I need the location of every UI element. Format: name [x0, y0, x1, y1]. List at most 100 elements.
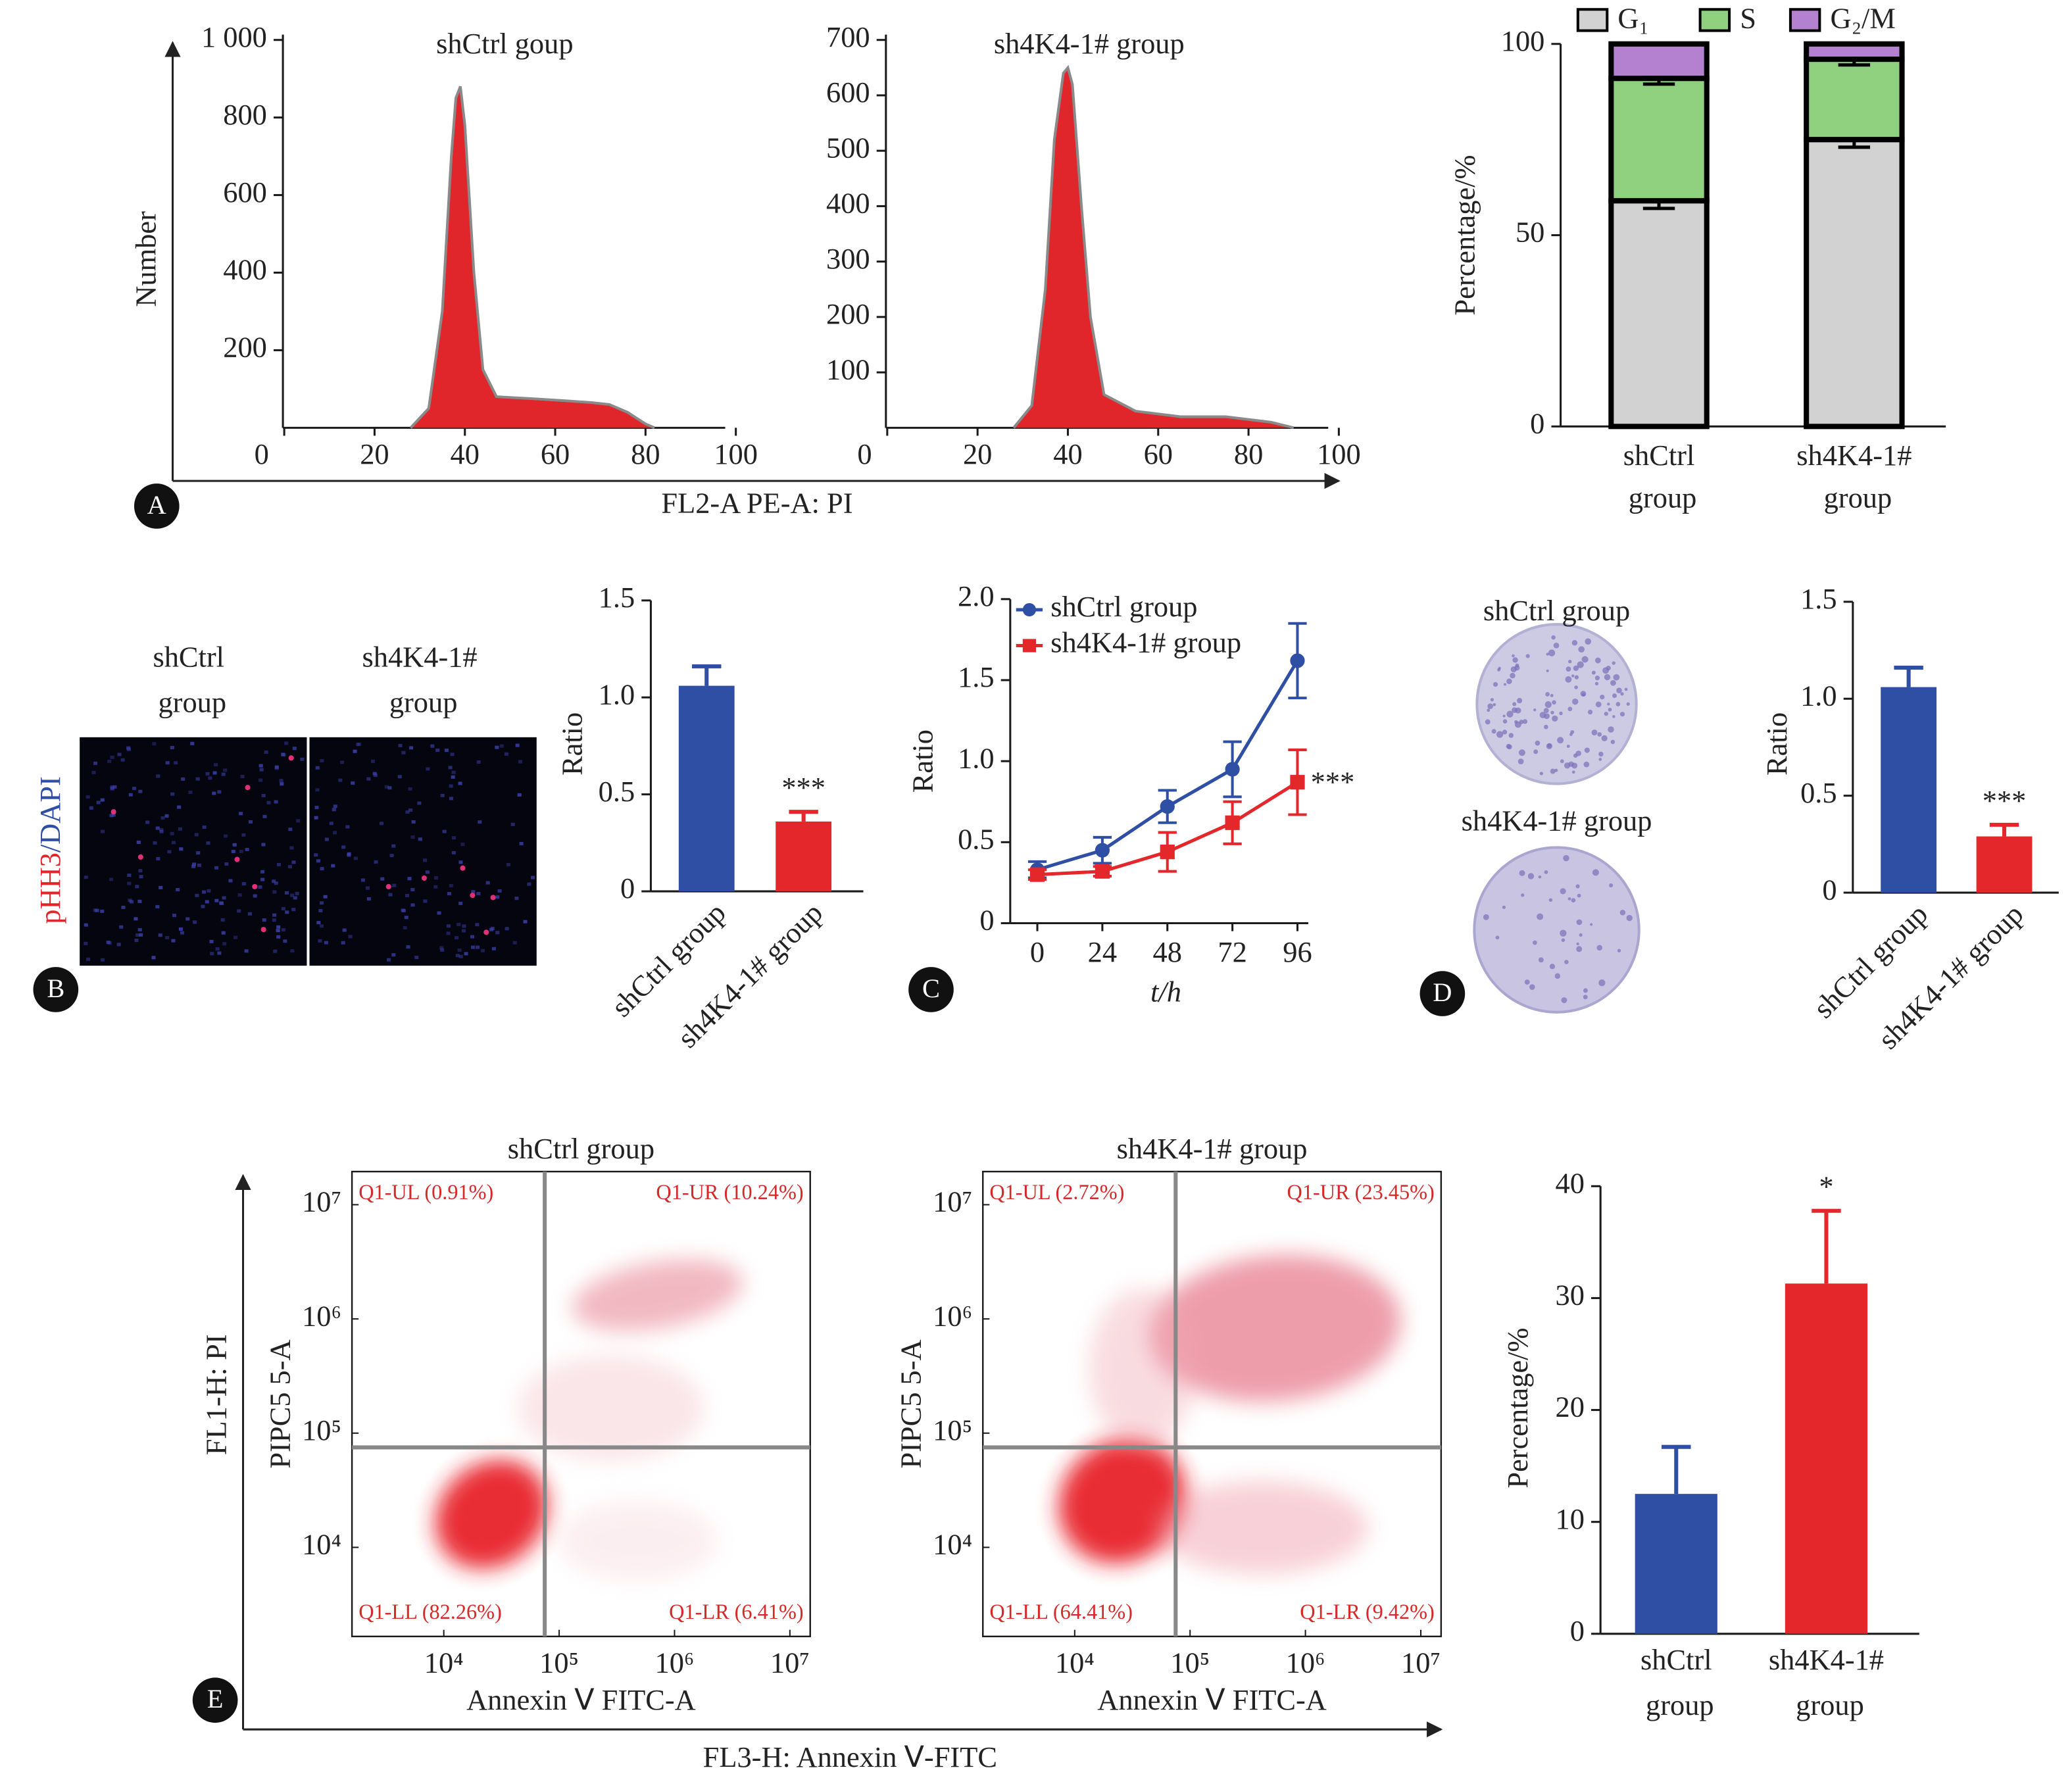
- point: [1290, 653, 1305, 668]
- colony: [1537, 913, 1544, 920]
- error-bar: [692, 664, 722, 686]
- colony: [1619, 910, 1626, 916]
- nucleus: [314, 806, 319, 810]
- colony: [1609, 883, 1614, 888]
- nucleus: [290, 949, 295, 953]
- colony: [1510, 672, 1516, 679]
- nucleus: [408, 787, 412, 791]
- colony: [1576, 919, 1583, 925]
- nucleus: [86, 957, 91, 961]
- colony: [1557, 737, 1564, 744]
- nucleus: [315, 766, 320, 770]
- nucleus: [109, 814, 114, 818]
- nucleus: [288, 827, 293, 831]
- nucleus: [527, 882, 531, 886]
- colony: [1612, 661, 1616, 665]
- legend-label: G₂/M: [1830, 2, 1895, 35]
- colony: [1521, 893, 1525, 897]
- nucleus: [153, 841, 157, 845]
- nucleus: [259, 778, 263, 782]
- colony: [1560, 929, 1567, 937]
- nucleus: [224, 862, 229, 866]
- nucleus: [179, 847, 184, 851]
- nucleus: [239, 812, 243, 816]
- nucleus: [132, 787, 137, 791]
- nucleus: [360, 878, 365, 882]
- nucleus: [167, 850, 172, 854]
- colony: [1529, 984, 1535, 990]
- colony: [1561, 938, 1566, 943]
- nucleus: [191, 862, 197, 866]
- nucleus: [84, 941, 88, 945]
- image-label: shCtrl group: [1483, 594, 1630, 627]
- y-tick-label: 1.0: [599, 678, 635, 710]
- y-tick-label: 1.5: [1800, 582, 1837, 615]
- chart-title: shCtrl goup: [436, 27, 573, 60]
- x-tick-label: 10⁶: [1286, 1646, 1325, 1679]
- nucleus: [284, 891, 289, 895]
- significance: *: [1819, 1170, 1833, 1203]
- x-tick-label: 72: [1218, 935, 1246, 968]
- bar: [1881, 687, 1937, 893]
- colony: [1563, 854, 1569, 862]
- nucleus: [353, 856, 358, 860]
- nucleus: [100, 909, 105, 913]
- bar: [776, 821, 832, 892]
- y-tick-label: 600: [223, 176, 267, 209]
- point: [1095, 864, 1110, 879]
- colony: [1583, 761, 1590, 768]
- nucleus: [281, 752, 285, 756]
- nucleus: [440, 793, 445, 797]
- nucleus: [116, 943, 121, 947]
- bar: [1635, 1494, 1717, 1634]
- nucleus: [276, 925, 281, 929]
- colony: [1616, 702, 1621, 706]
- colony: [1600, 695, 1605, 700]
- nucleus: [380, 877, 385, 881]
- nucleus: [451, 851, 456, 854]
- nucleus: [324, 941, 328, 945]
- colony: [1571, 698, 1579, 705]
- y-tick-label: 10⁶: [302, 1299, 341, 1332]
- y-tick-label: 0.5: [1800, 776, 1837, 809]
- x-tick-label: 0: [1030, 935, 1045, 968]
- panel-label: D: [1433, 977, 1452, 1007]
- nucleus: [451, 836, 456, 840]
- nucleus: [195, 893, 199, 897]
- nucleus: [470, 935, 475, 939]
- colony: [1544, 701, 1552, 708]
- nucleus: [291, 908, 296, 912]
- quadrant-label: Q1-LL (64.41%): [989, 1600, 1133, 1623]
- colony: [1585, 638, 1592, 645]
- nucleus: [357, 742, 362, 747]
- nucleus: [280, 782, 284, 786]
- nucleus: [100, 798, 105, 802]
- nucleus: [261, 843, 266, 847]
- nucleus: [241, 882, 246, 886]
- nucleus: [119, 925, 124, 929]
- colony: [1568, 660, 1572, 664]
- nucleus: [403, 926, 407, 930]
- nucleus: [177, 805, 182, 809]
- bar-segment: [1804, 137, 1905, 430]
- colony: [1564, 960, 1569, 964]
- colony: [1544, 870, 1548, 874]
- colony: [1594, 657, 1601, 664]
- nucleus: [139, 875, 143, 879]
- nucleus: [446, 931, 451, 935]
- nucleus: [333, 804, 337, 808]
- nucleus: [258, 885, 262, 889]
- nucleus: [112, 785, 117, 789]
- nucleus: [261, 794, 266, 798]
- nucleus: [440, 948, 445, 952]
- colony: [1551, 635, 1556, 640]
- nucleus: [170, 746, 174, 750]
- point: [1290, 775, 1305, 790]
- nucleus: [392, 883, 397, 887]
- y-tick-label: 1.0: [958, 741, 995, 774]
- y-tick-label: 800: [223, 98, 267, 131]
- colony: [1612, 693, 1617, 699]
- nucleus: [155, 826, 160, 830]
- nucleus: [296, 819, 301, 823]
- colony: [1495, 935, 1500, 940]
